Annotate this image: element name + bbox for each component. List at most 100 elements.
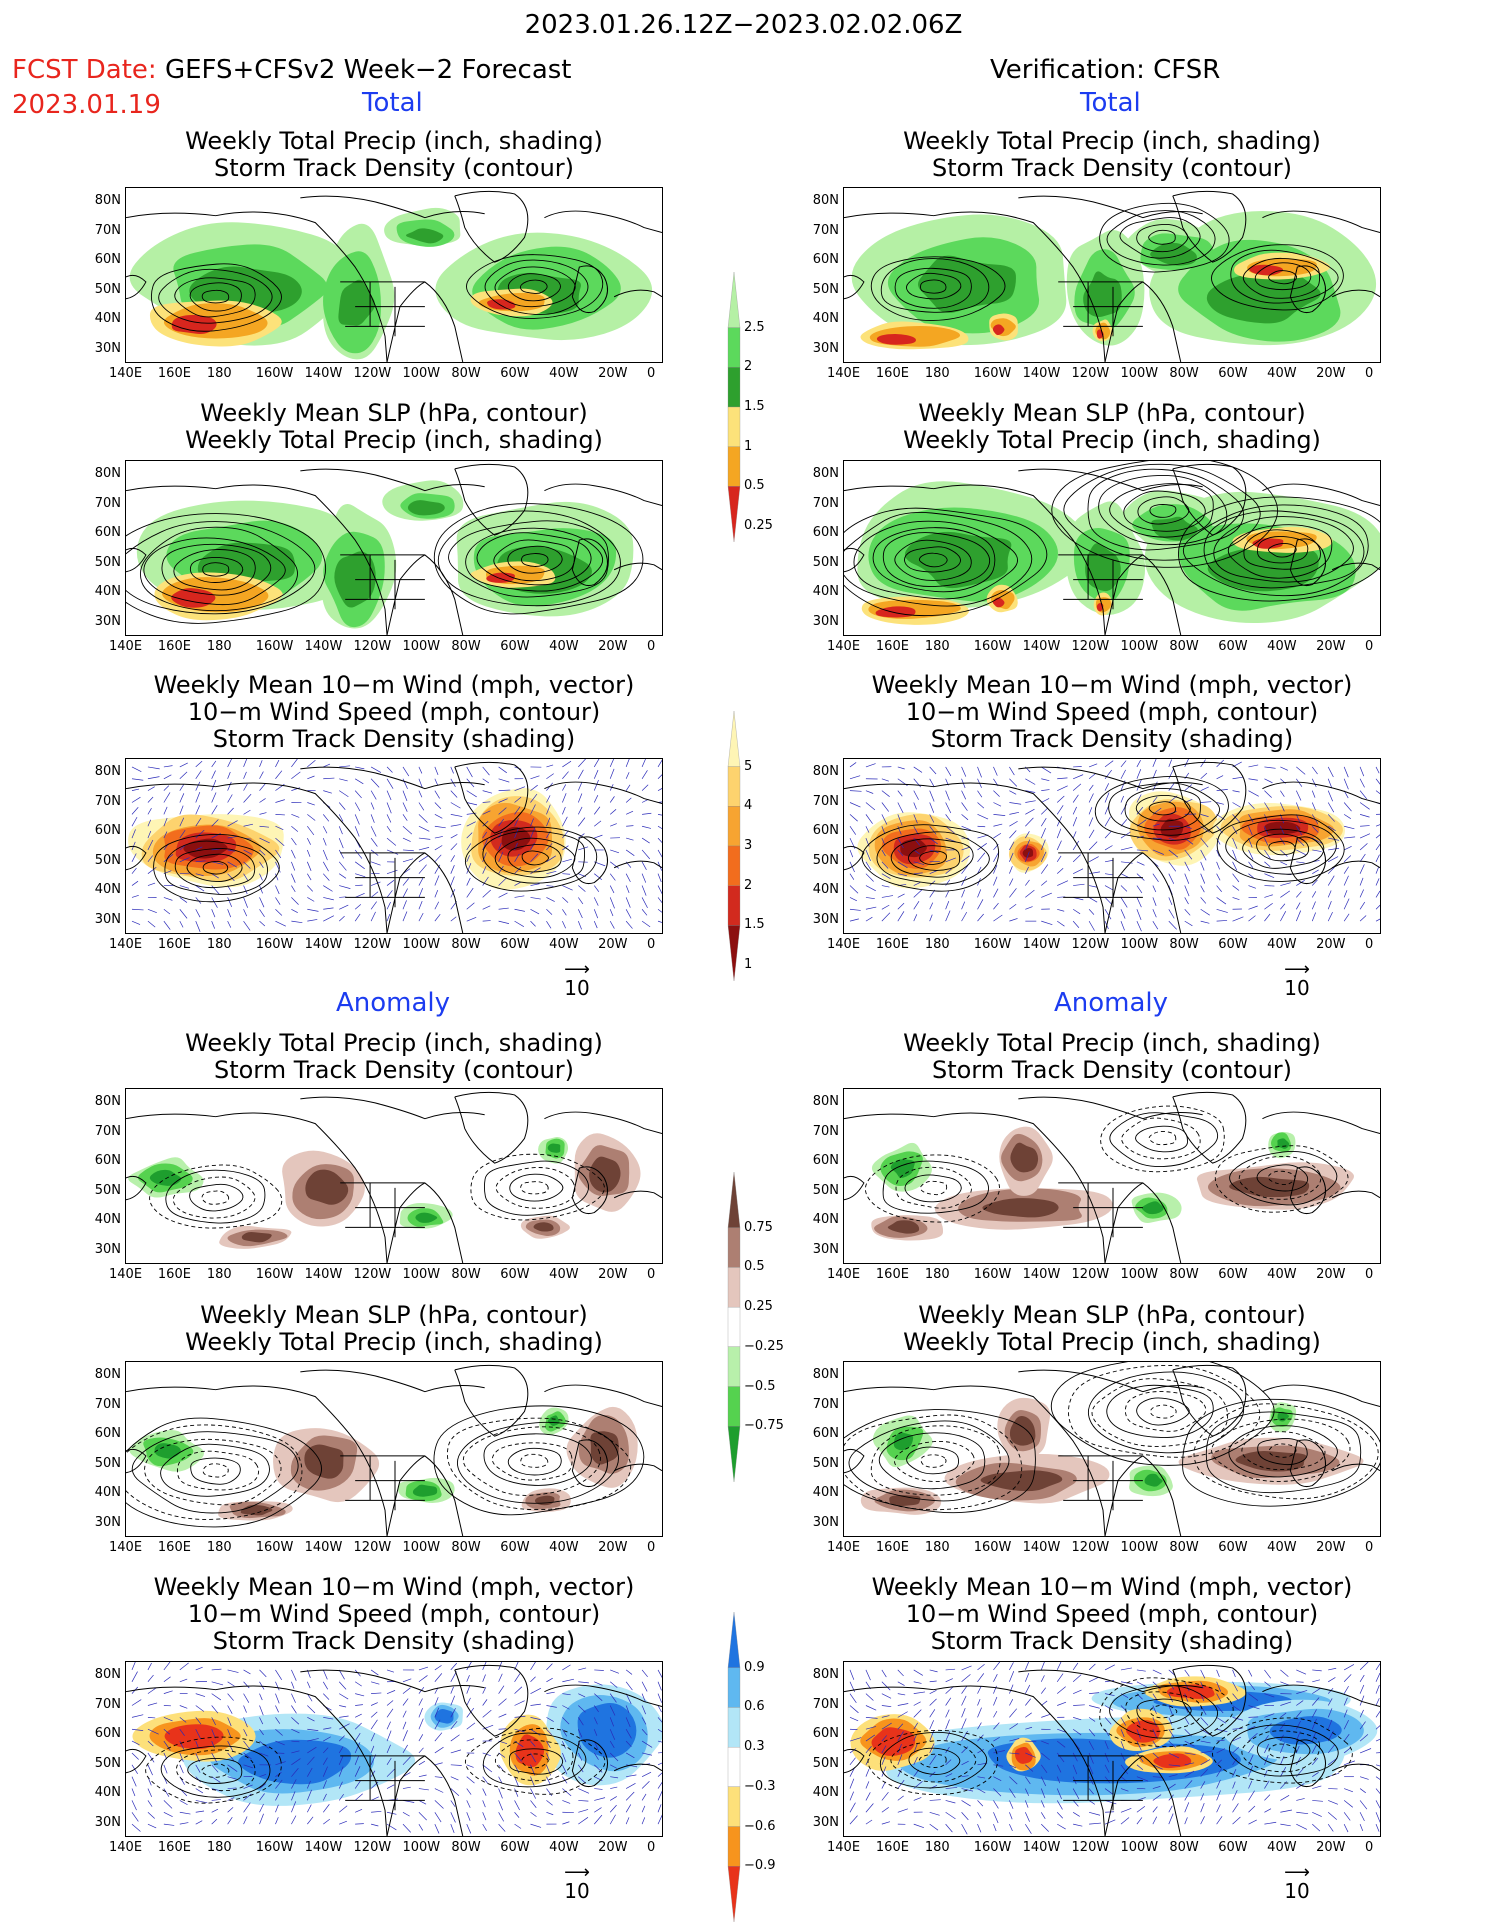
contour-line xyxy=(173,549,256,591)
lon-tick-label: 180 xyxy=(206,366,232,381)
contour-line xyxy=(494,1739,574,1782)
panel-title: Weekly Mean 10−m Wind (mph, vector) 10−m … xyxy=(813,672,1411,753)
wind-vector xyxy=(434,1746,444,1754)
wind-vector xyxy=(163,1764,168,1774)
wind-vector xyxy=(1120,1817,1130,1825)
wind-vector xyxy=(259,1803,264,1813)
anomaly-shade xyxy=(890,1159,915,1178)
wind-vector xyxy=(418,802,425,811)
wind-vector xyxy=(147,1717,156,1719)
wind-vector xyxy=(1359,766,1365,777)
wind-vector xyxy=(243,897,248,908)
wind-vector xyxy=(1328,1667,1337,1671)
wind-vector xyxy=(1104,1788,1113,1795)
contour-line xyxy=(1178,496,1380,602)
date-range-title: 2023.01.26.12Z−2023.02.02.06Z xyxy=(524,10,963,40)
wind-vector xyxy=(1216,1669,1220,1678)
wind-vector xyxy=(1343,1747,1352,1754)
panel-title-line: Storm Track Density (shading) xyxy=(212,725,576,753)
wind-vector xyxy=(1200,1802,1205,1813)
wind-vector xyxy=(1120,1752,1126,1761)
vector-reference-value: 10 xyxy=(564,976,590,1000)
wind-vector xyxy=(355,1693,365,1697)
wind-vector xyxy=(594,834,603,839)
wind-vector xyxy=(338,1781,343,1789)
lon-tick-label: 120W xyxy=(353,937,392,952)
wind-vector xyxy=(1264,1821,1277,1825)
wind-vector xyxy=(610,1764,618,1769)
wind-vector xyxy=(865,802,876,811)
wind-vector xyxy=(849,790,862,792)
wind-vector xyxy=(1152,1794,1162,1801)
contour-line xyxy=(1051,461,1279,568)
wind-vector xyxy=(562,830,569,839)
lon-tick-label: 100W xyxy=(1120,1267,1159,1282)
wind-vector xyxy=(1088,920,1095,931)
contour-line xyxy=(1106,1384,1214,1438)
wind-vector xyxy=(1248,1733,1258,1742)
wind-vector xyxy=(259,825,270,828)
wind-vector xyxy=(929,778,935,787)
coastline xyxy=(571,1166,608,1215)
wind-vector xyxy=(307,908,319,912)
wind-vector xyxy=(338,915,345,922)
wind-vector xyxy=(466,1800,471,1808)
wind-vector xyxy=(371,1692,382,1694)
lon-tick-label: 140W xyxy=(1022,1540,1061,1555)
wind-vector xyxy=(961,1686,968,1694)
lon-tick-label: 20W xyxy=(1316,1840,1346,1855)
lat-tick-label: 30N xyxy=(94,911,121,927)
wind-vector xyxy=(1104,909,1112,920)
wind-vector xyxy=(1216,775,1224,780)
wind-vector xyxy=(418,814,428,823)
lon-tick-label: 180 xyxy=(206,937,232,952)
wind-vector xyxy=(434,875,440,886)
wind-vector xyxy=(1072,806,1077,815)
lon-tick-label: 40W xyxy=(1267,366,1297,381)
contour-line xyxy=(483,1160,589,1216)
wind-vector xyxy=(609,1752,619,1762)
wind-vector xyxy=(897,1703,909,1706)
lon-tick-label: 120W xyxy=(1071,1840,1110,1855)
wind-vector xyxy=(849,1693,857,1704)
wind-vector xyxy=(1359,802,1370,810)
wind-vector xyxy=(1009,830,1017,839)
colorbar-swatch xyxy=(727,1227,741,1268)
wind-vector xyxy=(195,1717,202,1725)
coastline xyxy=(571,836,608,885)
wind-vector xyxy=(1280,790,1285,797)
wind-vector xyxy=(1152,796,1158,803)
wind-vector xyxy=(1344,1788,1354,1793)
wind-vector xyxy=(370,1719,378,1730)
wind-vector xyxy=(530,867,541,874)
colorbar-track-anomaly xyxy=(727,1611,741,1923)
wind-vector xyxy=(1025,831,1030,839)
wind-vector xyxy=(1375,1738,1380,1742)
wind-vector xyxy=(355,893,365,898)
wind-vector xyxy=(977,866,982,874)
wind-vector xyxy=(593,779,599,791)
wind-vector xyxy=(482,778,490,784)
wind-vector xyxy=(881,1669,887,1678)
fcst-header: FCST Date: GEFS+CFSv2 Week−2 Forecast xyxy=(12,55,572,85)
wind-vector xyxy=(275,1681,280,1691)
wind-vector xyxy=(498,789,511,791)
wind-vector xyxy=(1041,789,1050,791)
wind-vector xyxy=(1041,892,1052,898)
wind-vector xyxy=(195,909,201,918)
wind-vector xyxy=(1232,837,1238,849)
wind-vector xyxy=(498,1698,507,1706)
wind-vector xyxy=(993,876,998,886)
wind-vector xyxy=(1328,1800,1338,1805)
contour-line xyxy=(1241,1730,1321,1773)
colorbar-label: 2 xyxy=(744,877,753,893)
wind-vector xyxy=(897,861,908,869)
wind-vector xyxy=(881,912,891,922)
lon-tick-label: 120W xyxy=(353,1540,392,1555)
wind-vector xyxy=(961,1823,968,1835)
wind-vector xyxy=(338,861,347,871)
wind-vector xyxy=(1088,1717,1096,1722)
wind-vector xyxy=(323,763,331,768)
wind-vector xyxy=(897,1754,903,1765)
colorbar-swatch xyxy=(727,271,741,328)
